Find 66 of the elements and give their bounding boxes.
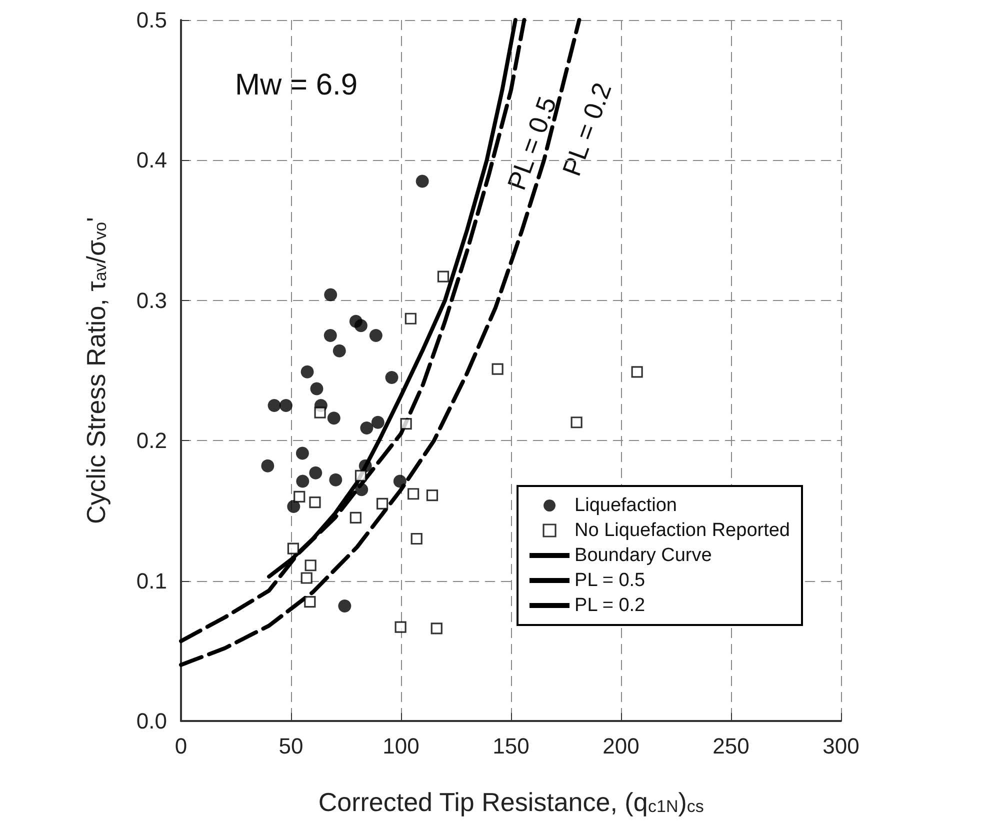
legend-label: Liquefaction: [574, 495, 677, 516]
point: [287, 500, 300, 513]
point: [430, 622, 442, 634]
point: [279, 399, 292, 412]
point: [408, 488, 420, 500]
y-tick-label: 0.2: [136, 428, 167, 454]
x-tick-label: 300: [822, 734, 860, 758]
point: [314, 406, 326, 418]
point: [332, 344, 346, 358]
point: [324, 328, 337, 342]
point: [360, 421, 374, 434]
point: [393, 474, 406, 488]
point: [437, 270, 450, 282]
point: [268, 399, 281, 412]
point: [371, 416, 384, 429]
point: [350, 512, 362, 524]
point: [369, 328, 382, 342]
point: [304, 560, 316, 572]
legend-label: No Liquefaction Reported: [574, 520, 790, 541]
point: [570, 416, 582, 428]
point: [324, 288, 338, 302]
point: [354, 319, 368, 332]
x-tick-label: 150: [492, 734, 530, 758]
point: [261, 459, 274, 472]
point: [338, 600, 352, 613]
point: [309, 466, 322, 480]
y-axis-title: Cyclic Stress Ratio, τav/σvo': [81, 216, 111, 524]
x-tick-label: 200: [602, 734, 640, 758]
point: [304, 596, 316, 608]
point: [327, 412, 340, 425]
point: [287, 542, 299, 554]
point: [354, 470, 367, 482]
x-tick-label: 100: [382, 734, 420, 758]
point: [355, 483, 368, 496]
y-tick-label: 0.4: [136, 148, 167, 173]
point: [358, 459, 372, 472]
point: [385, 371, 398, 384]
legend-label: PL = 0.5: [574, 570, 646, 591]
point: [426, 489, 438, 502]
point: [394, 621, 406, 633]
y-tick-label: 0.1: [136, 568, 167, 594]
point: [300, 365, 314, 378]
point: [300, 572, 312, 584]
x-axis-title: Corrected Tip Resistance, (qc1N)cs: [318, 787, 704, 817]
x-tick-label: 0: [174, 734, 188, 758]
legend-label: Boundary Curve: [574, 545, 712, 566]
point: [294, 490, 306, 502]
point: [329, 473, 342, 486]
annotation: Mw = 6.9: [235, 68, 358, 102]
y-tick-label: 0.3: [136, 288, 167, 313]
point: [631, 366, 643, 378]
y-tick-label: 0.0: [136, 708, 167, 734]
point: [410, 532, 422, 545]
y-tick-label: 0.5: [136, 8, 167, 32]
point: [376, 498, 388, 510]
point: [492, 363, 504, 375]
point: [296, 446, 309, 460]
point: [404, 312, 416, 324]
point: [416, 174, 429, 188]
x-tick-label: 50: [278, 734, 304, 758]
point: [400, 418, 412, 430]
point: [310, 382, 324, 396]
x-tick-label: 250: [712, 734, 750, 758]
legend-label: PL = 0.2: [574, 595, 646, 616]
point: [309, 496, 321, 508]
point: [296, 474, 310, 488]
